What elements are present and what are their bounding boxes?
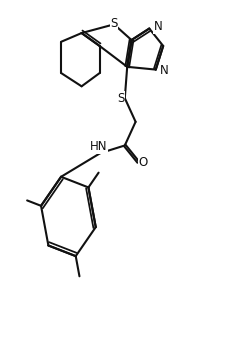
Text: N: N	[160, 64, 169, 77]
Text: S: S	[110, 17, 118, 30]
Text: N: N	[154, 20, 162, 33]
Text: S: S	[117, 92, 124, 105]
Text: O: O	[139, 156, 148, 169]
Text: HN: HN	[90, 140, 108, 153]
